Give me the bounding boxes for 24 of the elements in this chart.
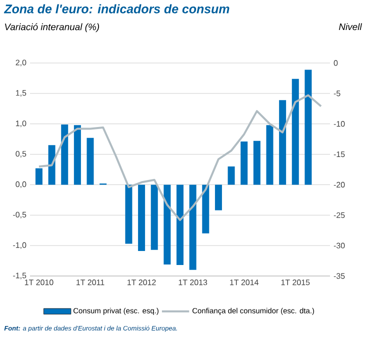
bar — [228, 166, 235, 185]
bar — [240, 142, 248, 185]
bar — [86, 138, 94, 185]
bar — [125, 184, 132, 244]
y2-axis-title: Nivell — [338, 23, 362, 30]
bar — [304, 70, 312, 185]
bar — [253, 140, 260, 185]
bar — [279, 100, 286, 185]
bar — [61, 124, 68, 185]
bar — [164, 184, 171, 264]
bar — [176, 184, 184, 266]
bar — [138, 184, 146, 252]
bar — [202, 184, 210, 234]
bar — [48, 145, 56, 185]
line-series — [38, 94, 322, 222]
y-axis-title: Variació interanual (%) — [5, 23, 100, 32]
bar — [35, 168, 42, 185]
bar — [150, 184, 158, 250]
bar — [266, 125, 274, 185]
bar — [189, 184, 196, 270]
bar — [292, 78, 299, 185]
bar — [214, 184, 222, 210]
bar — [74, 125, 81, 185]
chart-title: Zona de l'euro: indicadors de consum — [4, 4, 230, 14]
